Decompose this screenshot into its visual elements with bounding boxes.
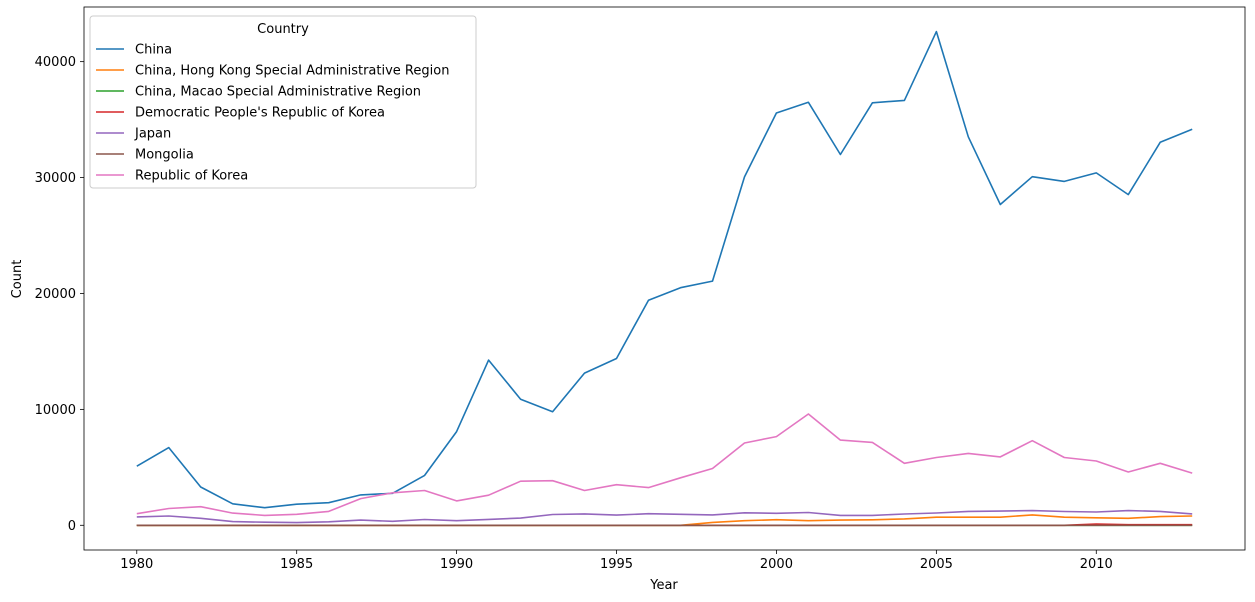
legend-label: Japan xyxy=(134,127,171,142)
x-tick-label: 1985 xyxy=(280,557,313,572)
series-line-4 xyxy=(136,509,1193,524)
series-lines xyxy=(136,30,1193,527)
legend-box xyxy=(89,15,477,189)
x-tick-label: 2010 xyxy=(1080,557,1113,572)
y-axis-title: Count xyxy=(10,260,25,299)
x-tick-label: 2005 xyxy=(920,557,953,572)
legend-label: Mongolia xyxy=(135,148,194,163)
y-tick-label: 20000 xyxy=(35,287,76,302)
legend-label: China, Hong Kong Special Administrative … xyxy=(135,64,449,79)
x-axis-title: Year xyxy=(649,578,678,593)
y-tick-label: 30000 xyxy=(35,171,76,186)
y-tick-label: 0 xyxy=(68,519,76,534)
x-tick-label: 2000 xyxy=(760,557,793,572)
legend: Country China China, Hong Kong Special Ad… xyxy=(89,15,477,189)
legend-items: China China, Hong Kong Special Administra… xyxy=(96,43,449,184)
y-tick-label: 10000 xyxy=(35,403,76,418)
series-line-0 xyxy=(136,30,1193,509)
legend-label: China, Macao Special Administrative Regi… xyxy=(135,85,421,100)
x-tick-label: 1990 xyxy=(440,557,473,572)
legend-label: China xyxy=(135,43,172,58)
y-tick-label: 40000 xyxy=(35,55,76,70)
legend-title: Country xyxy=(257,22,309,37)
y-axis: 0 10000 20000 30000 40000 xyxy=(35,55,84,534)
x-tick-label: 1995 xyxy=(600,557,633,572)
legend-label: Republic of Korea xyxy=(135,169,248,184)
series-line-6 xyxy=(136,413,1193,517)
x-tick-label: 1980 xyxy=(120,557,153,572)
legend-label: Democratic People's Republic of Korea xyxy=(135,106,385,121)
x-axis: 1980 1985 1990 1995 2000 2005 2010 xyxy=(120,550,1113,572)
